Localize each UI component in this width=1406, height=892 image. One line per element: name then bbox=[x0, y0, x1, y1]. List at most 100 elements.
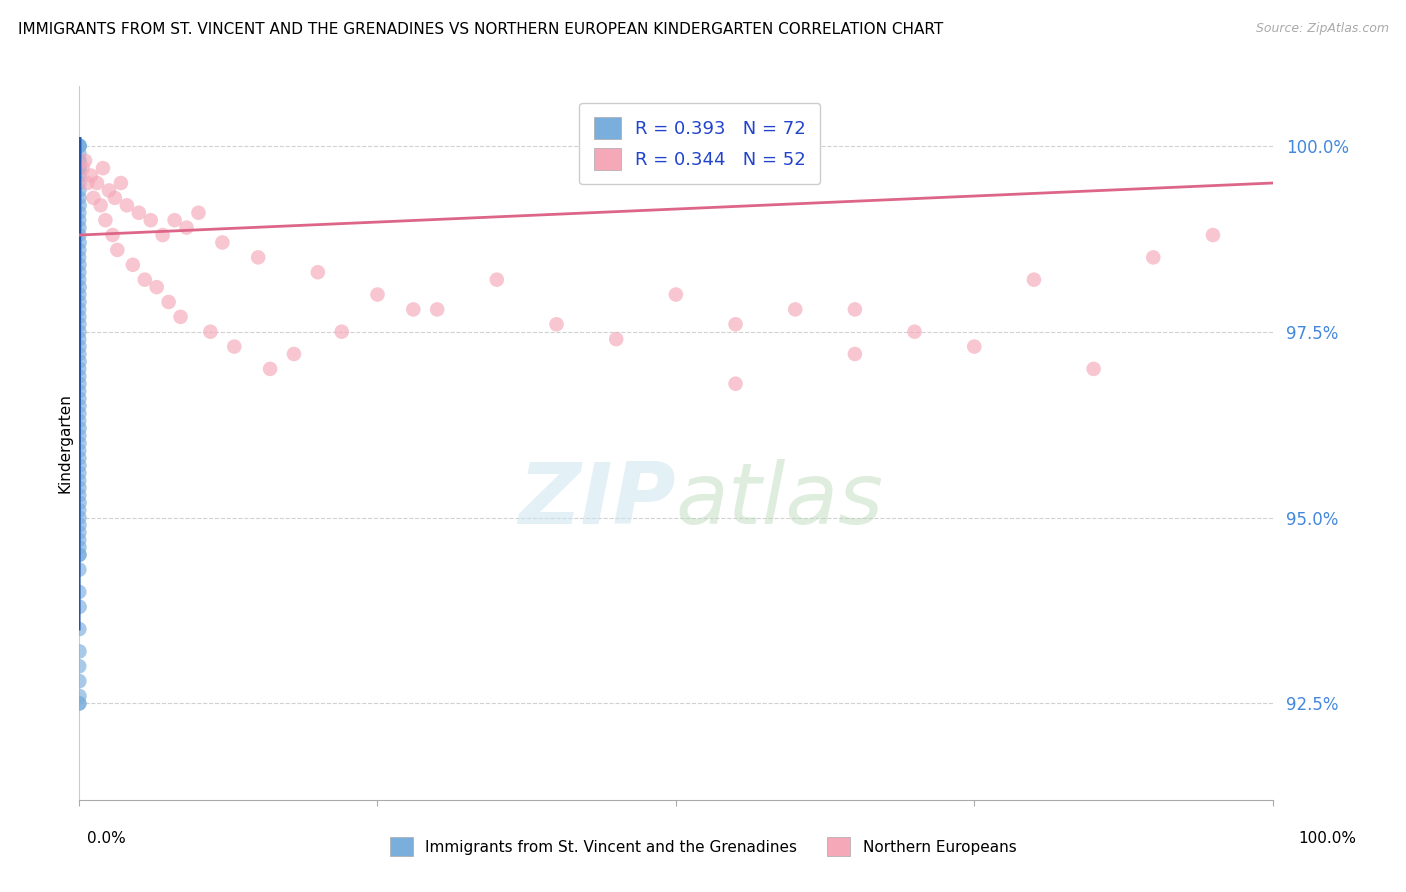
Point bbox=[105, 243, 128, 257]
Point bbox=[844, 347, 866, 361]
Point bbox=[67, 414, 90, 428]
Point bbox=[67, 302, 90, 317]
Point bbox=[67, 533, 90, 547]
Point bbox=[69, 548, 91, 562]
Point bbox=[69, 169, 91, 183]
Point bbox=[67, 525, 90, 540]
Point bbox=[67, 659, 90, 673]
Point bbox=[69, 235, 91, 250]
Point bbox=[69, 481, 91, 495]
Point bbox=[169, 310, 191, 324]
Point bbox=[121, 258, 143, 272]
Point bbox=[69, 280, 91, 294]
Point bbox=[101, 228, 124, 243]
Point bbox=[67, 392, 90, 406]
Point bbox=[82, 191, 104, 205]
Point bbox=[97, 184, 120, 198]
Point bbox=[69, 541, 91, 555]
Text: ZIP: ZIP bbox=[519, 458, 676, 541]
Point bbox=[67, 243, 90, 257]
Point bbox=[402, 302, 425, 317]
Point bbox=[69, 421, 91, 435]
Point bbox=[67, 429, 90, 443]
Point bbox=[903, 325, 925, 339]
Point bbox=[67, 622, 90, 636]
Point bbox=[485, 273, 508, 287]
Point bbox=[145, 280, 167, 294]
Point bbox=[67, 474, 90, 488]
Point bbox=[69, 599, 91, 614]
Point bbox=[200, 325, 222, 339]
Point bbox=[67, 451, 90, 466]
Point bbox=[67, 510, 90, 524]
Legend: R = 0.393   N = 72, R = 0.344   N = 52: R = 0.393 N = 72, R = 0.344 N = 52 bbox=[579, 103, 820, 185]
Point bbox=[67, 206, 90, 220]
Point bbox=[91, 161, 114, 175]
Point bbox=[86, 176, 108, 190]
Point bbox=[187, 206, 209, 220]
Point bbox=[665, 287, 688, 301]
Point bbox=[67, 503, 90, 517]
Point bbox=[139, 213, 162, 227]
Point bbox=[67, 347, 90, 361]
Point bbox=[605, 332, 627, 346]
Point bbox=[115, 198, 138, 212]
Point bbox=[69, 295, 91, 310]
Point bbox=[67, 228, 90, 243]
Point bbox=[69, 138, 91, 153]
Text: 0.0%: 0.0% bbox=[87, 831, 127, 846]
Point bbox=[247, 251, 270, 265]
Point bbox=[69, 161, 91, 175]
Point bbox=[69, 399, 91, 413]
Point bbox=[69, 354, 91, 368]
Legend: Immigrants from St. Vincent and the Grenadines, Northern Europeans: Immigrants from St. Vincent and the Gren… bbox=[384, 831, 1022, 862]
Point bbox=[67, 176, 90, 190]
Point bbox=[72, 161, 94, 175]
Point bbox=[259, 362, 281, 376]
Point bbox=[69, 191, 91, 205]
Point bbox=[1202, 228, 1225, 243]
Point bbox=[307, 265, 329, 279]
Point bbox=[134, 273, 156, 287]
Point bbox=[69, 689, 91, 703]
Point bbox=[67, 585, 90, 599]
Point bbox=[67, 251, 90, 265]
Point bbox=[67, 161, 90, 175]
Point bbox=[1142, 251, 1164, 265]
Point bbox=[67, 310, 90, 324]
Point bbox=[69, 138, 91, 153]
Point bbox=[69, 644, 91, 658]
Point bbox=[69, 518, 91, 533]
Point bbox=[67, 697, 90, 711]
Point bbox=[785, 302, 807, 317]
Point bbox=[69, 496, 91, 510]
Point bbox=[75, 153, 97, 168]
Point bbox=[69, 376, 91, 391]
Point bbox=[80, 169, 103, 183]
Point bbox=[67, 184, 90, 198]
Point bbox=[69, 153, 91, 168]
Point bbox=[69, 198, 91, 212]
Point bbox=[90, 198, 112, 212]
Point bbox=[76, 176, 98, 190]
Point bbox=[69, 258, 91, 272]
Point bbox=[69, 458, 91, 473]
Point bbox=[546, 318, 568, 332]
Point bbox=[67, 273, 90, 287]
Point bbox=[1083, 362, 1105, 376]
Point bbox=[67, 674, 90, 689]
Point bbox=[426, 302, 449, 317]
Point bbox=[67, 153, 90, 168]
Point bbox=[67, 563, 90, 577]
Point bbox=[224, 340, 246, 354]
Point bbox=[67, 138, 90, 153]
Point bbox=[152, 228, 174, 243]
Point bbox=[157, 295, 180, 310]
Point bbox=[94, 213, 117, 227]
Point bbox=[67, 287, 90, 301]
Text: Source: ZipAtlas.com: Source: ZipAtlas.com bbox=[1256, 22, 1389, 36]
Point bbox=[67, 265, 90, 279]
Text: IMMIGRANTS FROM ST. VINCENT AND THE GRENADINES VS NORTHERN EUROPEAN KINDERGARTEN: IMMIGRANTS FROM ST. VINCENT AND THE GREN… bbox=[18, 22, 943, 37]
Point bbox=[69, 220, 91, 235]
Point bbox=[963, 340, 986, 354]
